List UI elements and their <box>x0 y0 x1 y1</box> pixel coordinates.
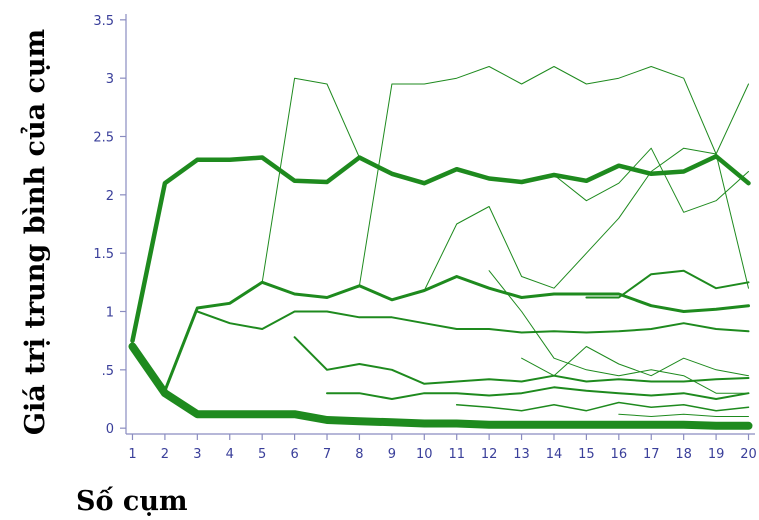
x-tick-label: 18 <box>675 447 692 462</box>
y-tick-label: 1.5 <box>93 247 114 262</box>
cluster-path-2 <box>130 154 751 343</box>
cluster-path-8 <box>326 386 750 400</box>
cluster-path-10 <box>488 270 749 394</box>
y-tick-label: 0 <box>106 422 114 437</box>
x-tick-label: 9 <box>388 447 396 462</box>
y-tick-label: 3.5 <box>93 14 114 29</box>
y-tick-label: 2 <box>106 189 114 204</box>
cluster-path-12 <box>585 269 750 299</box>
x-tick-label: 12 <box>481 447 498 462</box>
y-tick-label: .5 <box>102 364 114 379</box>
x-tick-label: 14 <box>546 447 563 462</box>
x-tick-label: 1 <box>128 447 136 462</box>
y-axis-ticks: 0 .5 1 1.5 2 2.5 3 3.5 <box>93 14 126 437</box>
cluster-path-5 <box>261 77 360 283</box>
x-tick-label: 19 <box>708 447 725 462</box>
axes <box>125 14 755 435</box>
x-tick-label: 3 <box>193 447 201 462</box>
cluster-path-1 <box>128 342 753 430</box>
cluster-path-11 <box>553 147 749 213</box>
cluster-paths <box>128 66 753 430</box>
x-tick-label: 20 <box>740 447 757 462</box>
x-tick-label: 6 <box>290 447 298 462</box>
x-tick-label: 7 <box>323 447 331 462</box>
cluster-path-15 <box>618 413 749 417</box>
x-tick-label: 16 <box>611 447 628 462</box>
x-tick-label: 10 <box>416 447 433 462</box>
cluster-path-3 <box>163 275 750 393</box>
x-tick-label: 2 <box>161 447 169 462</box>
x-tick-label: 11 <box>448 447 465 462</box>
cluster-path-13 <box>455 401 750 412</box>
cluster-path-7 <box>293 336 750 385</box>
x-tick-label: 4 <box>226 447 234 462</box>
x-tick-label: 15 <box>578 447 595 462</box>
cluster-path-4 <box>196 310 750 334</box>
x-tick-label: 5 <box>258 447 266 462</box>
y-tick-label: 2.5 <box>93 131 114 146</box>
x-axis-ticks: 1 2 3 4 5 6 7 8 9 10 11 12 13 14 15 16 17 18 19 20 <box>128 434 757 462</box>
x-tick-label: 17 <box>643 447 660 462</box>
y-axis-label: Giá trị trung bình của cụm <box>19 29 51 435</box>
cluster-path-14 <box>521 346 749 377</box>
x-tick-label: 13 <box>513 447 530 462</box>
y-tick-label: 3 <box>106 72 114 87</box>
cluster-path-6 <box>358 66 749 287</box>
x-axis-label: Số cụm <box>76 485 188 517</box>
cluster-path-9 <box>423 147 749 291</box>
x-tick-label: 8 <box>355 447 363 462</box>
y-tick-label: 1 <box>106 306 114 321</box>
